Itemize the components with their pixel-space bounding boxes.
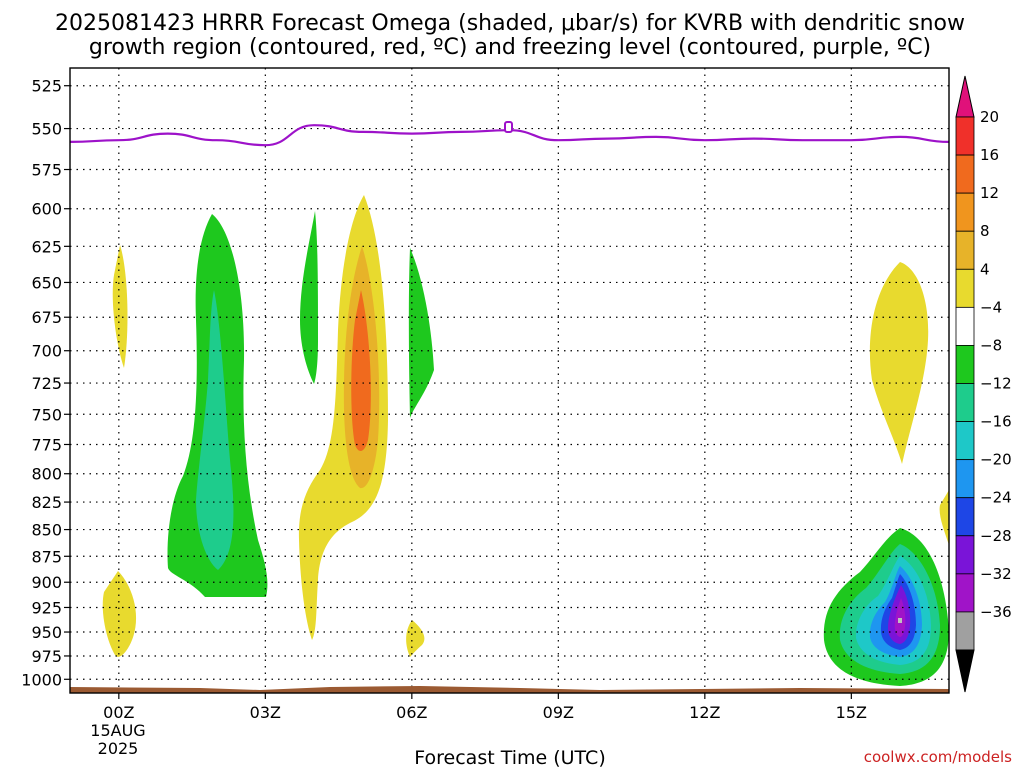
omega-blob-gray-16z	[898, 618, 902, 623]
colorbar-label-6: −8	[980, 336, 1002, 354]
x-tick-label-03Z: 03Z	[250, 703, 281, 722]
colorbar-label-13: −36	[980, 603, 1012, 621]
terrain-surface	[70, 686, 949, 693]
colorbar-bin-0	[955, 116, 975, 156]
omega-blob-yellow-06z-lower	[406, 620, 425, 657]
colorbar-bottom-arrow	[955, 649, 975, 693]
colorbar-bin-5	[955, 306, 975, 346]
colorbar-bin-3	[955, 230, 975, 270]
y-tick-label-775: 775	[31, 435, 62, 454]
colorbar-bin-10	[955, 497, 975, 537]
colorbar-bin-2	[955, 192, 975, 232]
colorbar-bin-8	[955, 421, 975, 461]
freezing-level-label-box	[504, 121, 513, 133]
colorbar-labels: 20 16 12 8 4 −4 −8 −12 −16 −20 −24 −28 −32 −36	[980, 108, 1012, 621]
colorbar-label-0: 20	[980, 108, 999, 126]
omega-blob-yellow-16z	[869, 262, 929, 464]
colorbar-bin-4	[955, 268, 975, 308]
y-tick-label-525: 525	[31, 77, 62, 96]
colorbar-bin-9	[955, 459, 975, 499]
omega-blob-green-04z	[300, 211, 318, 384]
colorbar-bin-7	[955, 383, 975, 422]
omega-blob-green-06z	[408, 248, 434, 418]
x-tick-label-06Z: 06Z	[396, 703, 427, 722]
colorbar-bin-1	[955, 154, 975, 194]
vertical-gridlines	[118, 68, 852, 693]
y-tick-label-900: 900	[31, 573, 62, 592]
plot-area: 525 550 575 600 625 650 675 700 725 750 775 800 825 8…	[21, 67, 950, 722]
omega-shaded-features	[102, 195, 949, 686]
x-tick-label-09Z: 09Z	[543, 703, 574, 722]
omega-blob-yellow-right-edge	[939, 490, 949, 545]
x-tick-label-15Z: 15Z	[836, 703, 867, 722]
y-tick-label-1000: 1000	[21, 670, 62, 689]
omega-blob-orange-05z	[351, 290, 371, 452]
colorbar-label-4: 4	[980, 260, 990, 278]
colorbar	[955, 75, 975, 693]
colorbar-label-3: 8	[980, 222, 990, 240]
x-axis-date-year: 2025	[98, 739, 139, 758]
colorbar-label-9: −20	[980, 451, 1012, 469]
y-tick-label-925: 925	[31, 598, 62, 617]
y-tick-label-875: 875	[31, 547, 62, 566]
omega-blob-teal-02z	[196, 290, 234, 570]
x-axis-date-day: 15AUG	[90, 721, 145, 740]
y-tick-label-700: 700	[31, 342, 62, 361]
colorbar-bin-11	[955, 535, 975, 575]
x-tick-label-00Z: 00Z	[103, 703, 134, 722]
x-tick-label-12Z: 12Z	[689, 703, 720, 722]
colorbar-label-11: −28	[980, 527, 1012, 545]
chart-title-line-1: 2025081423 HRRR Forecast Omega (shaded, …	[55, 11, 965, 36]
y-tick-label-600: 600	[31, 200, 62, 219]
y-tick-label-825: 825	[31, 493, 62, 512]
y-tick-label-800: 800	[31, 465, 62, 484]
y-tick-label-675: 675	[31, 308, 62, 327]
colorbar-bin-12	[955, 573, 975, 613]
y-axis-ticks: 525 550 575 600 625 650 675 700 725 750 775 800 825 8…	[21, 77, 70, 689]
colorbar-label-12: −32	[980, 565, 1012, 583]
y-tick-label-950: 950	[31, 623, 62, 642]
colorbar-bin-6	[955, 345, 975, 384]
source-credit: coolwx.com/models	[864, 748, 1012, 766]
colorbar-top-arrow	[955, 75, 975, 118]
colorbar-label-8: −16	[980, 413, 1012, 431]
omega-blob-yellow-00z-upper	[112, 245, 128, 368]
y-tick-label-975: 975	[31, 647, 62, 666]
colorbar-label-7: −12	[980, 375, 1012, 393]
y-tick-label-575: 575	[31, 161, 62, 180]
colorbar-label-1: 16	[980, 146, 999, 164]
colorbar-label-2: 12	[980, 184, 999, 202]
x-axis-title: Forecast Time (UTC)	[414, 747, 605, 768]
y-tick-label-750: 750	[31, 405, 62, 424]
colorbar-label-10: −24	[980, 489, 1012, 507]
y-tick-label-725: 725	[31, 374, 62, 393]
plot-frame	[69, 67, 950, 694]
y-tick-label-550: 550	[31, 120, 62, 139]
colorbar-bin-13	[955, 611, 975, 651]
y-tick-label-625: 625	[31, 237, 62, 256]
y-tick-label-850: 850	[31, 521, 62, 540]
x-axis-ticks: 00Z 03Z 06Z 09Z 12Z 15Z	[103, 693, 867, 722]
omega-blob-yellow-00z-lower	[102, 571, 137, 657]
colorbar-label-5: −4	[980, 298, 1002, 316]
chart-title-line-2: growth region (contoured, red, ºC) and f…	[89, 35, 931, 60]
y-tick-label-650: 650	[31, 273, 62, 292]
